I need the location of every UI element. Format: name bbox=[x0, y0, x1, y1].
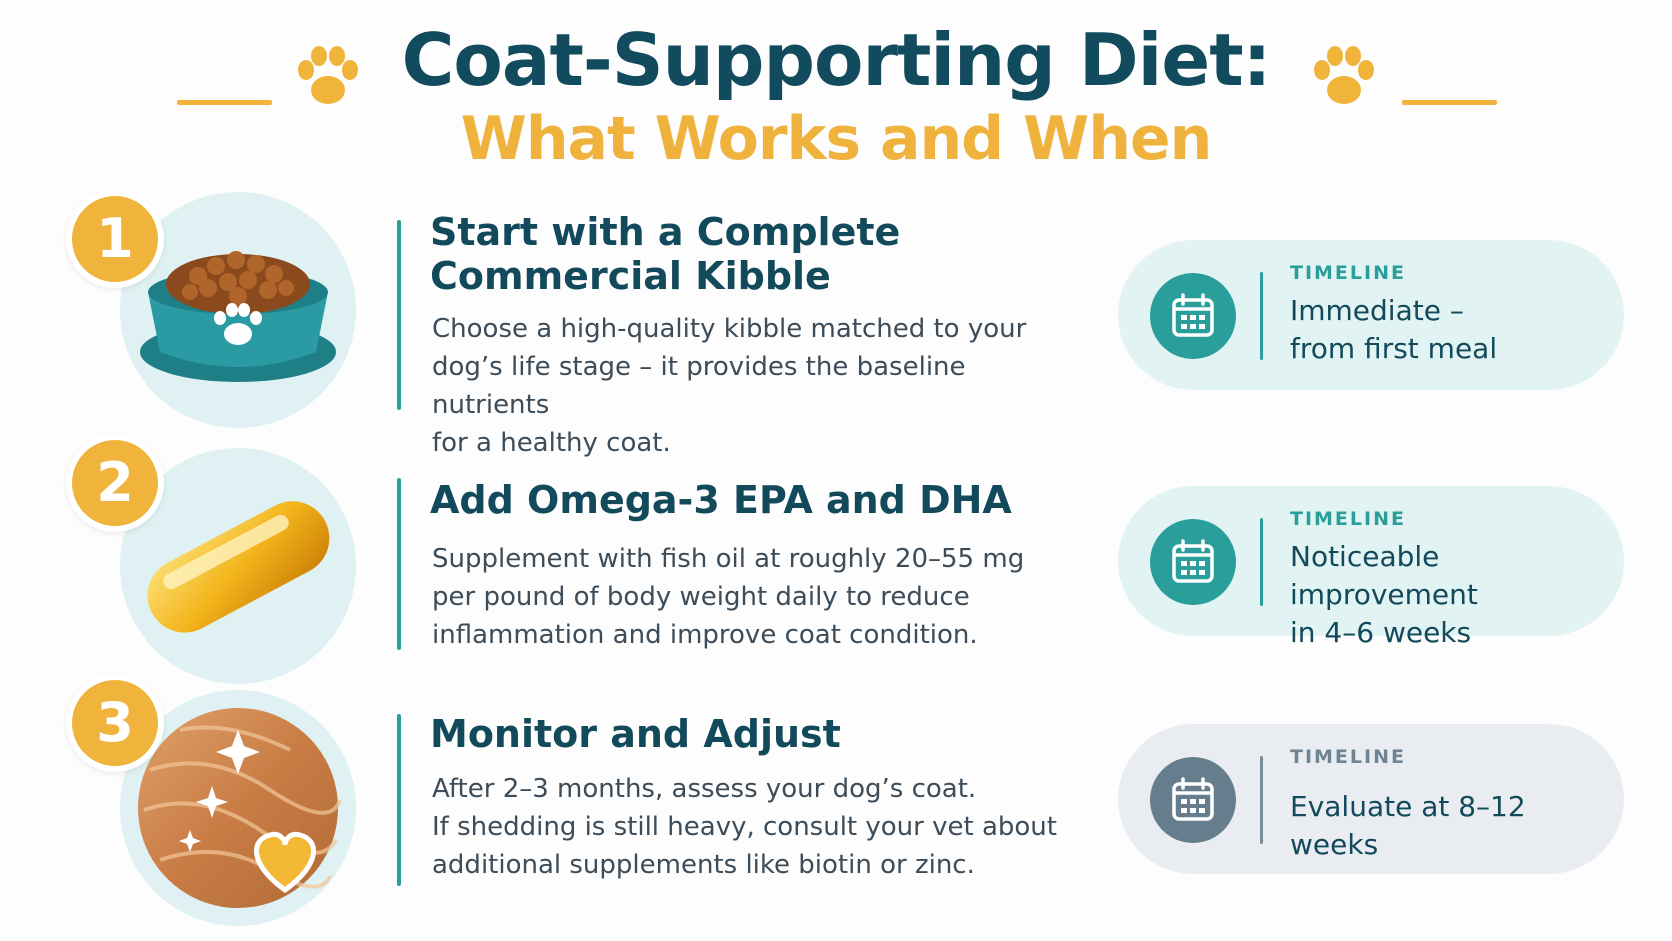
card-divider bbox=[1260, 756, 1263, 844]
right-decorative-rule bbox=[1402, 100, 1497, 105]
paw-print-icon-left bbox=[298, 46, 358, 104]
step-number-badge: 2 bbox=[66, 434, 164, 532]
timeline-card: TIMELINE Noticeable improvement in 4–6 w… bbox=[1118, 486, 1624, 649]
step-description: Supplement with fish oil at roughly 20–5… bbox=[432, 544, 1025, 650]
step-description: Choose a high-quality kibble matched to … bbox=[432, 314, 1027, 458]
page-header: Coat-Supporting Diet: What Works and Whe… bbox=[0, 18, 1672, 176]
timeline-card: TIMELINE Evaluate at 8–12 weeks bbox=[1118, 724, 1624, 874]
step-accent-line bbox=[397, 220, 401, 410]
step-description: After 2–3 months, assess your dog’s coat… bbox=[432, 774, 1057, 880]
step-number-badge: 3 bbox=[66, 674, 164, 772]
step-accent-line bbox=[397, 478, 401, 650]
timeline-label: TIMELINE bbox=[1290, 262, 1406, 284]
step-title: Start with a Complete Commercial Kibble bbox=[430, 210, 901, 298]
calendar-icon bbox=[1150, 757, 1236, 843]
timeline-label: TIMELINE bbox=[1290, 746, 1406, 768]
left-decorative-rule bbox=[177, 100, 272, 105]
step-number-badge: 1 bbox=[66, 190, 164, 288]
timeline-card: TIMELINE Immediate – from first meal bbox=[1118, 240, 1624, 390]
step-accent-line bbox=[397, 714, 401, 886]
card-divider bbox=[1260, 518, 1263, 606]
timeline-label: TIMELINE bbox=[1290, 508, 1406, 530]
calendar-icon bbox=[1150, 273, 1236, 359]
timeline-value: Evaluate at 8–12 weeks bbox=[1290, 790, 1526, 861]
step-title: Monitor and Adjust bbox=[430, 712, 841, 756]
page-title: Coat-Supporting Diet: bbox=[401, 18, 1272, 102]
page-subtitle: What Works and When bbox=[460, 104, 1213, 174]
calendar-icon bbox=[1150, 519, 1236, 605]
step-title: Add Omega-3 EPA and DHA bbox=[430, 478, 1012, 522]
timeline-value: Immediate – from first meal bbox=[1290, 294, 1498, 365]
paw-print-icon-right bbox=[1314, 46, 1374, 104]
timeline-value: Noticeable improvement in 4–6 weeks bbox=[1290, 540, 1478, 649]
card-divider bbox=[1260, 272, 1263, 360]
